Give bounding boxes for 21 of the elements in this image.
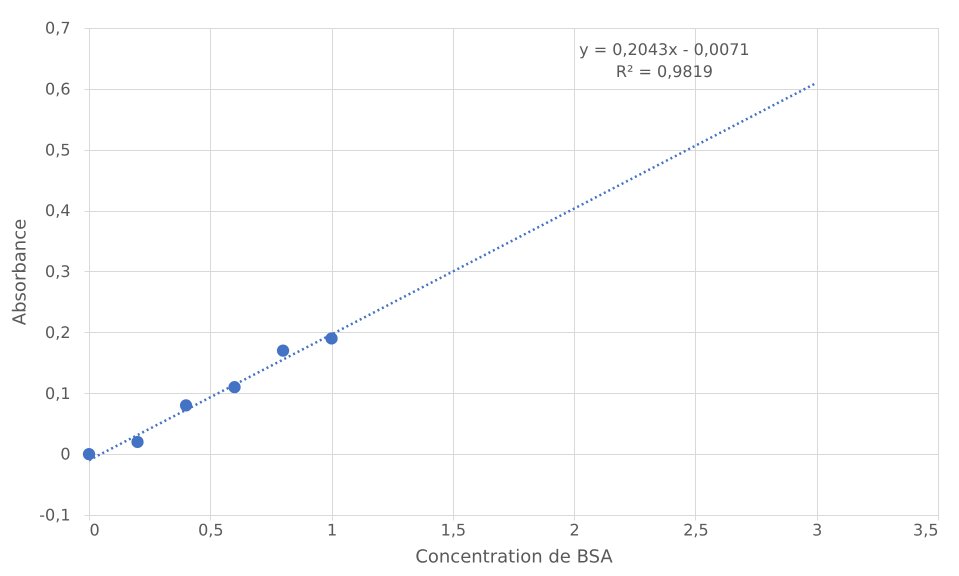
- x-tick-label: 1: [326, 520, 338, 540]
- x-tick-label: 0,5: [198, 520, 224, 540]
- y-tick-label: 0,2: [45, 322, 70, 342]
- x-tick-label: 2,5: [683, 520, 709, 540]
- x-tick-label: 0: [90, 520, 100, 540]
- x-tick-label: 1,5: [440, 520, 466, 540]
- y-tick-label: -0,1: [39, 506, 70, 524]
- x-tick-label: 3: [812, 520, 822, 540]
- x-tick-label: 2: [570, 520, 580, 540]
- y-tick-label: 0,1: [45, 384, 70, 403]
- x-axis-title: Concentration de BSA: [415, 546, 614, 568]
- annotation: y = 0,2043x - 0,0071: [579, 40, 750, 59]
- y-tick-label: 0,3: [45, 262, 70, 281]
- y-tick-label: 0,7: [45, 18, 70, 38]
- y-axis-title: Absorbance: [9, 218, 30, 326]
- y-tick-label: 0,6: [45, 79, 70, 98]
- x-tick-label: 3,5: [913, 520, 938, 540]
- y-tick-label: 0: [60, 444, 70, 464]
- y-tick-label: 0,5: [45, 140, 70, 160]
- annotation: R² = 0,9819: [616, 62, 713, 81]
- y-tick-label: 0,4: [45, 201, 70, 220]
